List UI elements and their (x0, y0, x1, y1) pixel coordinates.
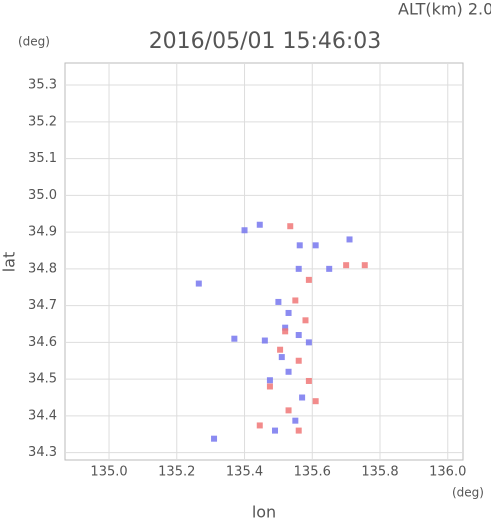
echo-cell (241, 227, 248, 234)
echo-cell (302, 317, 309, 324)
x-tick-label: 135.4 (226, 465, 263, 480)
echo-cell (326, 265, 333, 272)
x-tick-label: 135.2 (158, 465, 195, 480)
y-tick-label: 35.3 (28, 78, 57, 93)
echo-cell (285, 309, 292, 316)
y-tick-label: 35.2 (28, 114, 57, 129)
echo-cell (278, 354, 285, 361)
echo-cell (292, 297, 299, 304)
y-tick-label: 34.3 (28, 445, 57, 460)
echo-cell (295, 427, 302, 434)
echo-cell (266, 377, 273, 384)
echo-cell (195, 280, 202, 287)
echo-cell (285, 368, 292, 375)
echo-cell (361, 262, 368, 269)
echo-cell (346, 236, 353, 243)
echo-cell (295, 332, 302, 339)
echo-cell (211, 435, 218, 442)
echo-cell (261, 337, 268, 344)
echo-cell (305, 377, 312, 384)
echo-cell (285, 407, 292, 414)
echo-cell (312, 398, 319, 405)
x-tick-label: 135.6 (294, 465, 331, 480)
y-unit: (deg) (18, 35, 50, 49)
echo-cell (231, 335, 238, 342)
echo-cell (277, 346, 284, 353)
echo-cell (305, 276, 312, 283)
echo-cell (296, 242, 303, 249)
echo-cell (305, 339, 312, 346)
y-tick-label: 34.8 (28, 261, 57, 276)
x-axis-label: lon (252, 503, 276, 521)
echo-cell (292, 417, 299, 424)
chart-title: 2016/05/01 15:46:03 (149, 29, 382, 54)
y-tick-label: 35.1 (28, 151, 57, 166)
echo-cell (295, 357, 302, 364)
echo-cell (312, 242, 319, 249)
echo-cell (299, 394, 306, 401)
echo-cell (287, 223, 294, 230)
echo-cell (295, 265, 302, 272)
x-unit: (deg) (452, 486, 484, 500)
echo-cell (272, 427, 279, 434)
echo-cell (256, 422, 263, 429)
y-tick-label: 34.5 (28, 372, 57, 387)
plot-frame (64, 62, 464, 461)
y-tick-label: 34.9 (28, 225, 57, 240)
echo-cell (343, 262, 350, 269)
y-tick-label: 34.7 (28, 298, 57, 313)
echo-cell (256, 221, 263, 228)
subtitle: ALT(km) 2.0 (398, 0, 491, 19)
echo-cell (282, 328, 289, 335)
echo-cell (282, 324, 289, 331)
x-tick-label: 135.0 (90, 465, 127, 480)
y-axis-label: lat (0, 252, 19, 273)
x-tick-label: 136.0 (429, 465, 466, 480)
x-tick-label: 135.8 (361, 465, 398, 480)
y-tick-label: 34.4 (28, 408, 57, 423)
echo-cell (275, 298, 282, 305)
y-tick-label: 35.0 (28, 188, 57, 203)
y-tick-label: 34.6 (28, 335, 57, 350)
echo-cell (266, 383, 273, 390)
